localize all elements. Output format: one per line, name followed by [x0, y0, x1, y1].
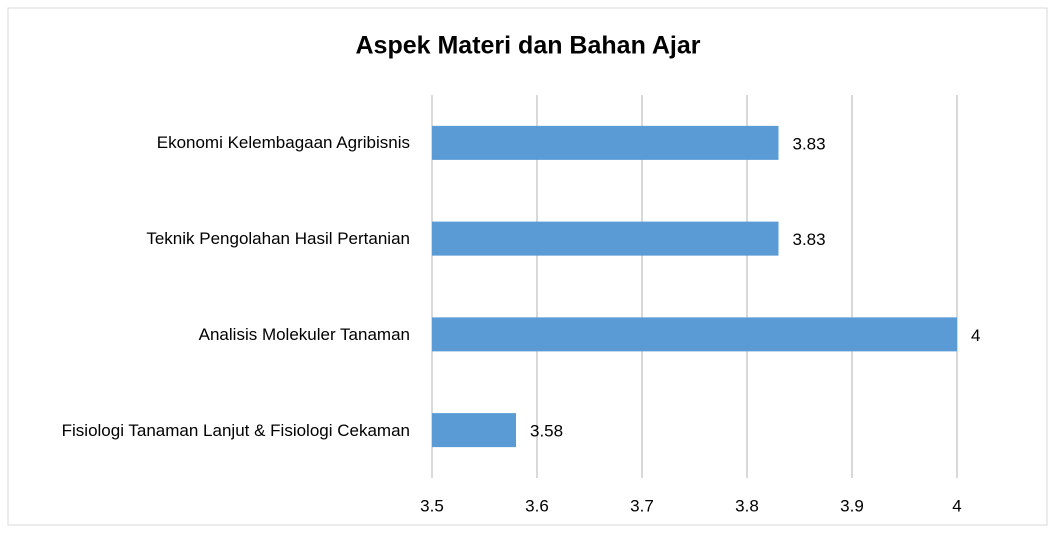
category-label-box: Teknik Pengolahan Hasil Pertanian: [10, 209, 410, 269]
data-label: 3.83: [793, 134, 826, 153]
bar: [432, 221, 779, 256]
y-tick-label: Ekonomi Kelembagaan Agribisnis: [156, 133, 410, 153]
x-tick-label: 3.5: [420, 496, 444, 515]
bar: [432, 125, 779, 160]
bar: [432, 317, 957, 352]
data-label: 3.58: [530, 422, 563, 441]
x-tick-label: 4: [952, 496, 961, 515]
chart-border: [7, 7, 1048, 526]
data-label: 4: [971, 326, 980, 345]
y-tick-label: Teknik Pengolahan Hasil Pertanian: [146, 229, 410, 249]
x-tick-label: 3.6: [525, 496, 549, 515]
category-label-box: Ekonomi Kelembagaan Agribisnis: [10, 113, 410, 173]
bar: [432, 413, 516, 448]
category-label-box: Fisiologi Tanaman Lanjut & Fisiologi Cek…: [10, 400, 410, 460]
x-tick-label: 3.8: [735, 496, 759, 515]
x-tick-label: 3.7: [630, 496, 654, 515]
x-tick-label: 3.9: [840, 496, 864, 515]
y-tick-label: Fisiologi Tanaman Lanjut & Fisiologi Cek…: [61, 420, 410, 440]
y-tick-label: Analisis Molekuler Tanaman: [198, 324, 410, 344]
category-label-box: Analisis Molekuler Tanaman: [10, 304, 410, 364]
chart-title: Aspek Materi dan Bahan Ajar: [355, 32, 700, 60]
data-label: 3.83: [793, 230, 826, 249]
